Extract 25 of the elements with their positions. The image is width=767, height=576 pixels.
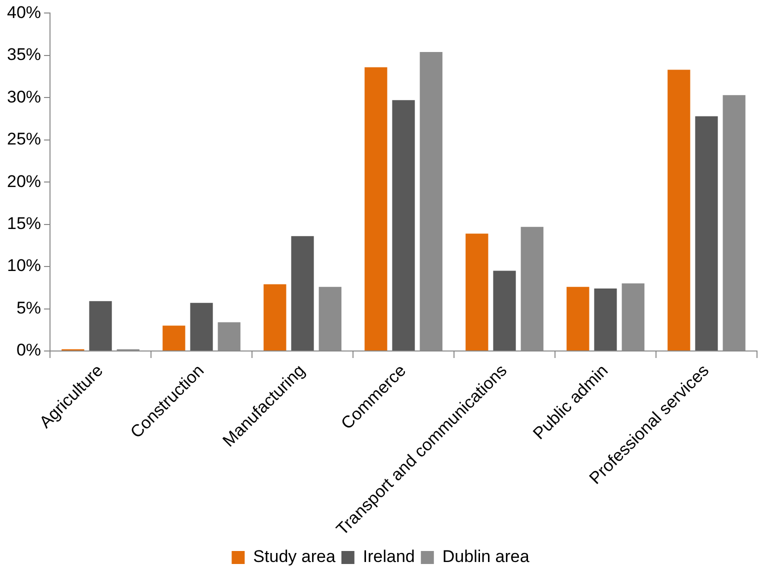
bar: [466, 234, 488, 350]
bar: [162, 326, 186, 350]
bar: [594, 288, 617, 350]
bar: [392, 100, 415, 350]
bar: [695, 116, 718, 350]
bar: [668, 70, 690, 350]
bar: [89, 301, 112, 350]
bar: [493, 270, 516, 350]
y-tick-label: 35%: [6, 45, 42, 64]
legend-label: Ireland: [362, 547, 415, 566]
y-tick-label: 15%: [6, 214, 42, 234]
legend-label: Dublin area: [442, 547, 530, 566]
y-tick-label: 5%: [16, 298, 42, 318]
bar: [190, 302, 213, 350]
bar: [364, 67, 388, 350]
bar: [566, 286, 590, 350]
bar: [291, 236, 314, 350]
y-tick-label: 0%: [16, 340, 42, 360]
y-tick-label: 10%: [6, 256, 42, 276]
y-tick-label: 25%: [6, 130, 42, 149]
y-tick-label: 20%: [6, 172, 42, 191]
bar: [264, 284, 286, 350]
legend-label: Study area: [253, 547, 336, 566]
y-tick-label: 30%: [6, 87, 42, 106]
y-tick-label: 40%: [6, 2, 42, 22]
